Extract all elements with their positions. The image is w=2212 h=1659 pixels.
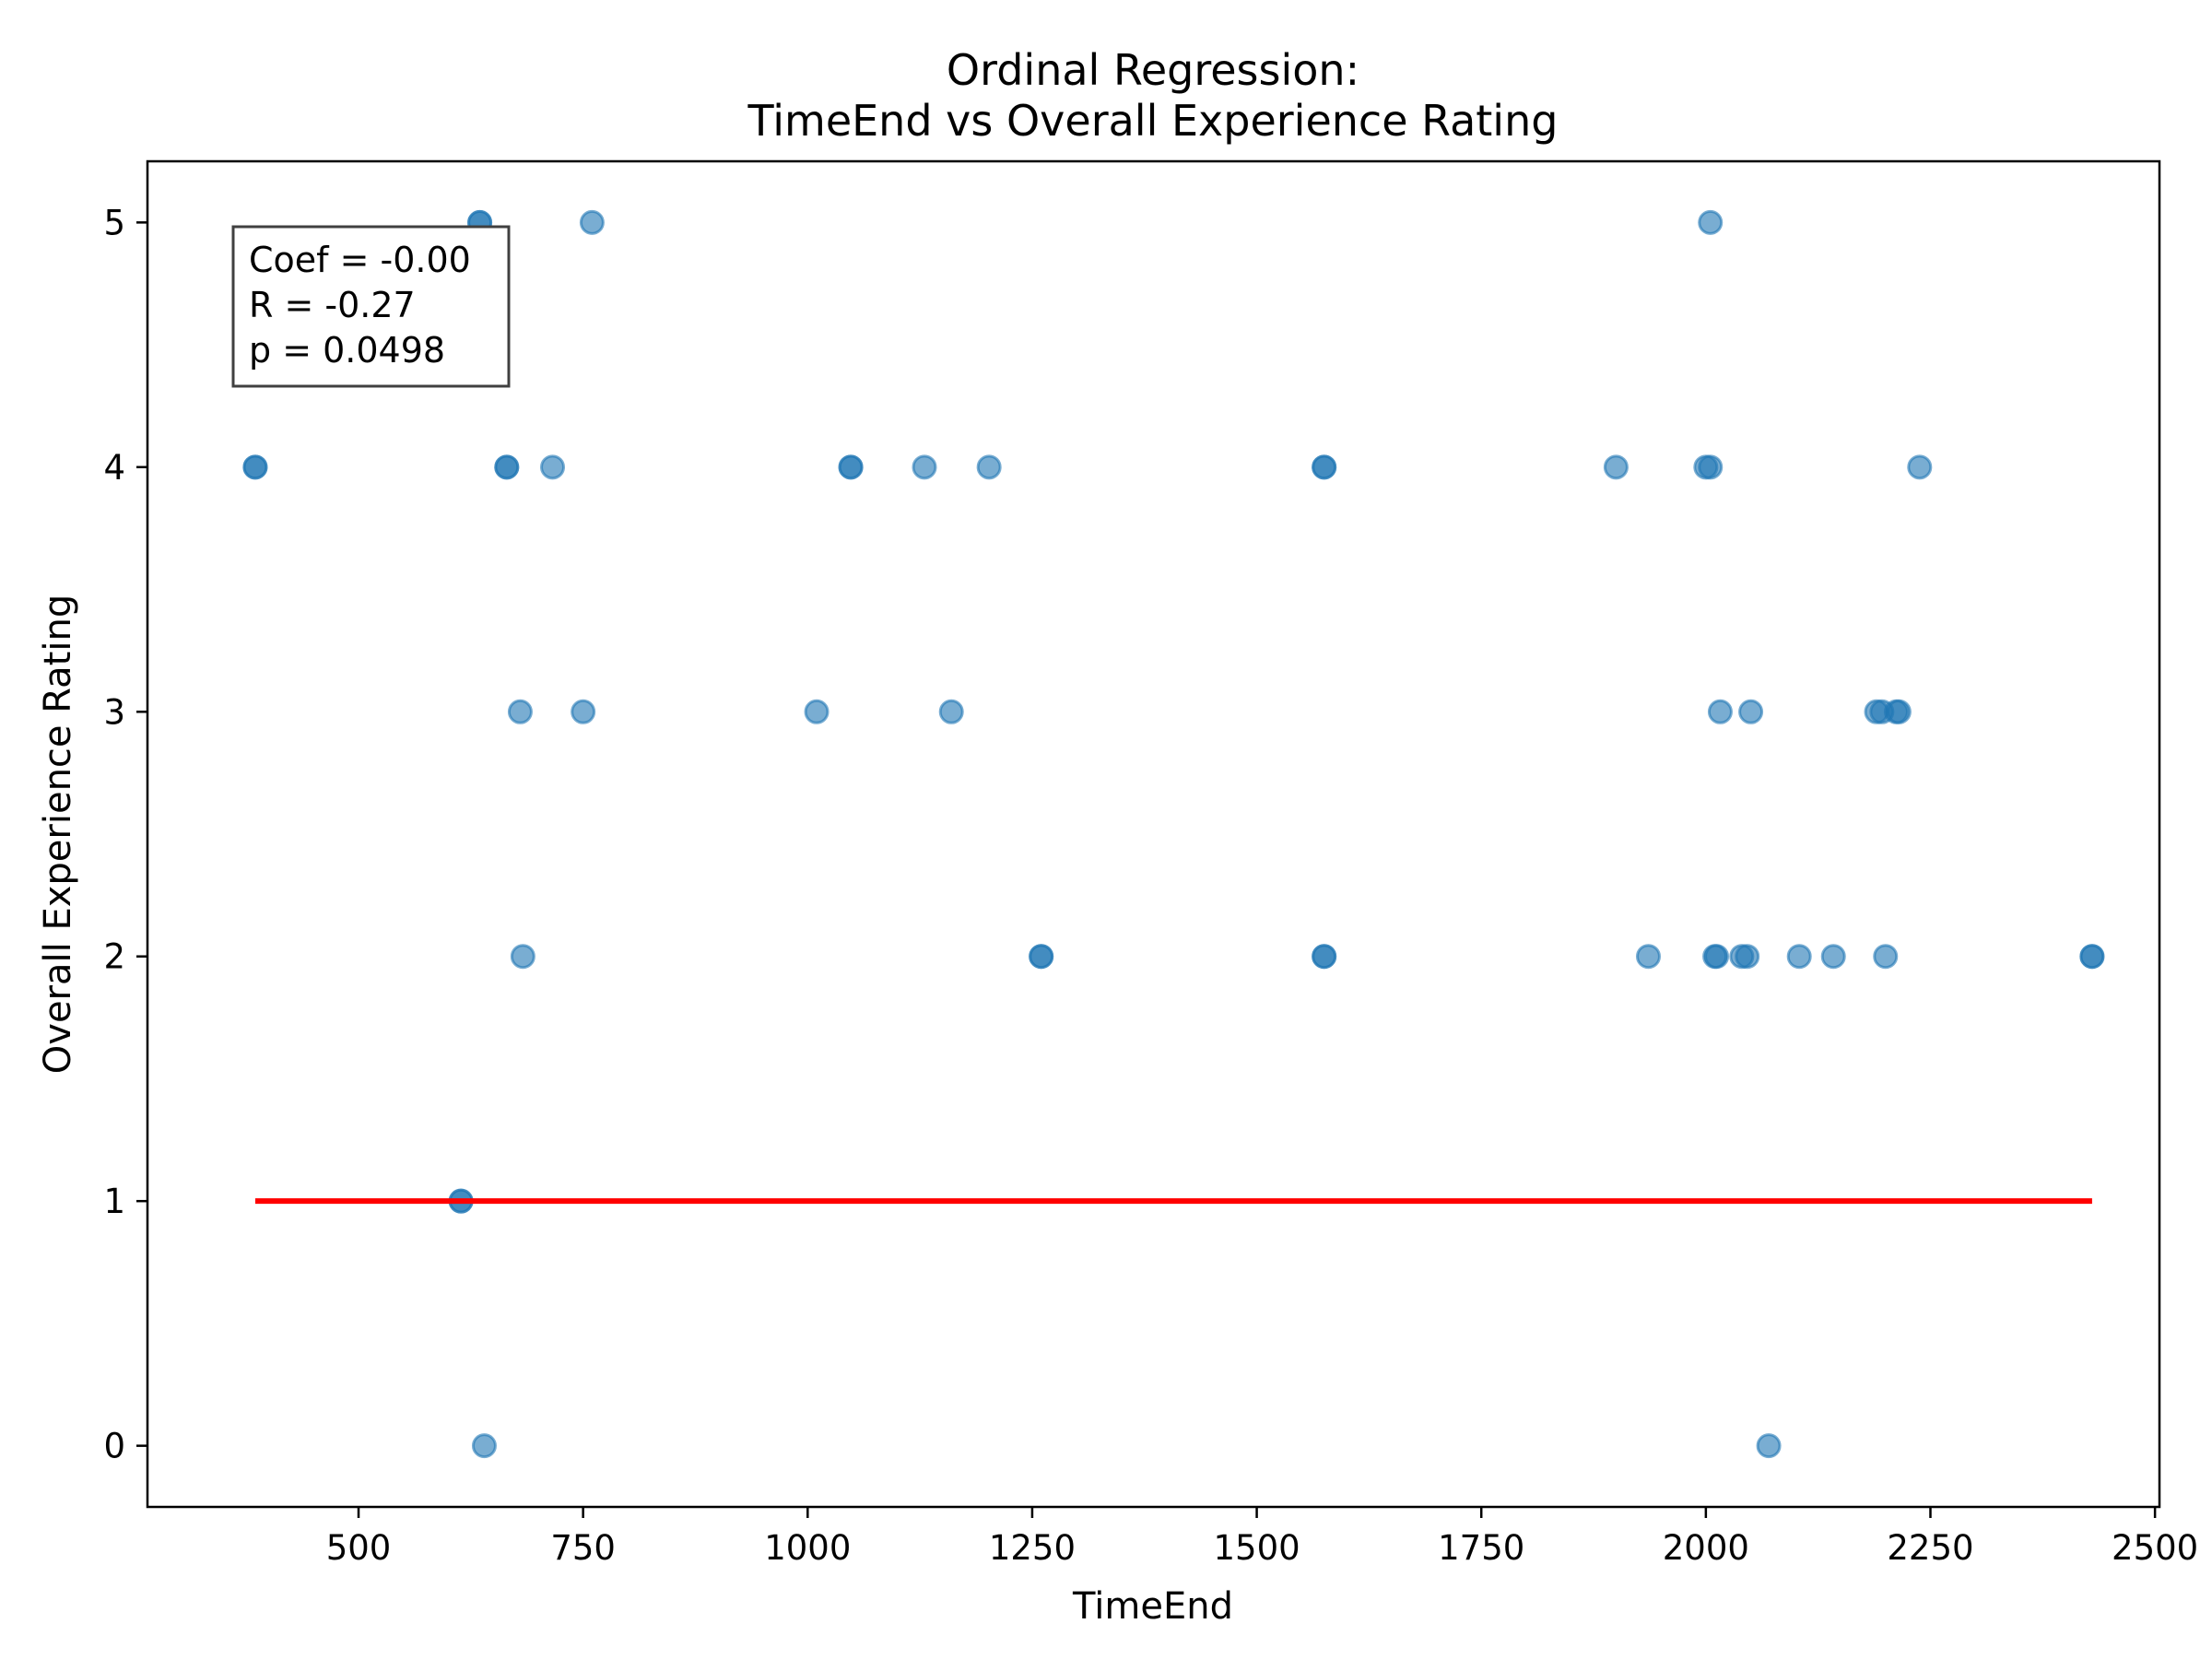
stats-p: p = 0.0498 [249,330,445,371]
x-tick-label: 2000 [1663,1528,1749,1568]
stats-box: Coef = -0.00 R = -0.27 p = 0.0498 [231,225,511,388]
chart-title-line-1: Ordinal Regression: [947,45,1359,95]
data-point [938,699,964,724]
data-point [242,454,268,480]
data-point [1603,454,1629,480]
data-point [1707,699,1733,724]
stats-box-frame [231,225,511,388]
data-point [494,454,520,480]
x-tick-label: 1250 [989,1528,1076,1568]
data-point [1873,944,1899,970]
data-point [1738,699,1764,724]
y-tick-label: 4 [103,448,125,488]
data-point [1029,944,1054,970]
data-point [1312,454,1337,480]
data-point [838,454,864,480]
data-point [1786,944,1812,970]
data-point [1704,944,1730,970]
data-point [804,699,830,724]
x-tick-label: 1750 [1438,1528,1524,1568]
data-point [912,454,937,480]
scatter-points [242,209,2105,1459]
x-tick-label: 1500 [1213,1528,1300,1568]
data-point [1312,944,1337,970]
y-tick-label: 0 [103,1427,125,1466]
data-point [1756,1433,1782,1459]
data-point [540,454,566,480]
y-axis-label: Overall Experience Rating [37,594,79,1074]
data-point [571,699,596,724]
data-point [1886,699,1912,724]
data-point [1907,454,1933,480]
x-axis-ticks: 500 750 1000 1250 1500 1750 2000 2250 2500 [326,1507,2198,1568]
stats-r: R = -0.27 [249,285,416,325]
y-tick-label: 2 [103,937,125,977]
data-point [976,454,1002,480]
x-tick-label: 1000 [764,1528,851,1568]
y-tick-label: 3 [103,692,125,732]
data-point [2079,944,2105,970]
x-axis-label: TimeEnd [1072,1585,1233,1628]
x-tick-label: 2500 [2112,1528,2198,1568]
data-point [507,699,533,724]
y-axis-ticks: 0 1 2 3 4 5 [103,203,147,1466]
data-point [1735,944,1760,970]
data-point [1698,209,1724,235]
y-tick-label: 5 [103,203,125,242]
x-tick-label: 500 [326,1528,392,1568]
data-point [1820,944,1846,970]
data-point [1698,454,1724,480]
data-point [579,209,605,235]
data-point [510,944,535,970]
y-tick-label: 1 [103,1182,125,1221]
data-point [471,1433,497,1459]
data-point [1635,944,1661,970]
stats-coef: Coef = -0.00 [249,240,471,280]
x-tick-label: 2250 [1887,1528,1973,1568]
chart-title-line-2: TimeEnd vs Overall Experience Rating [747,96,1559,146]
x-tick-label: 750 [550,1528,616,1568]
